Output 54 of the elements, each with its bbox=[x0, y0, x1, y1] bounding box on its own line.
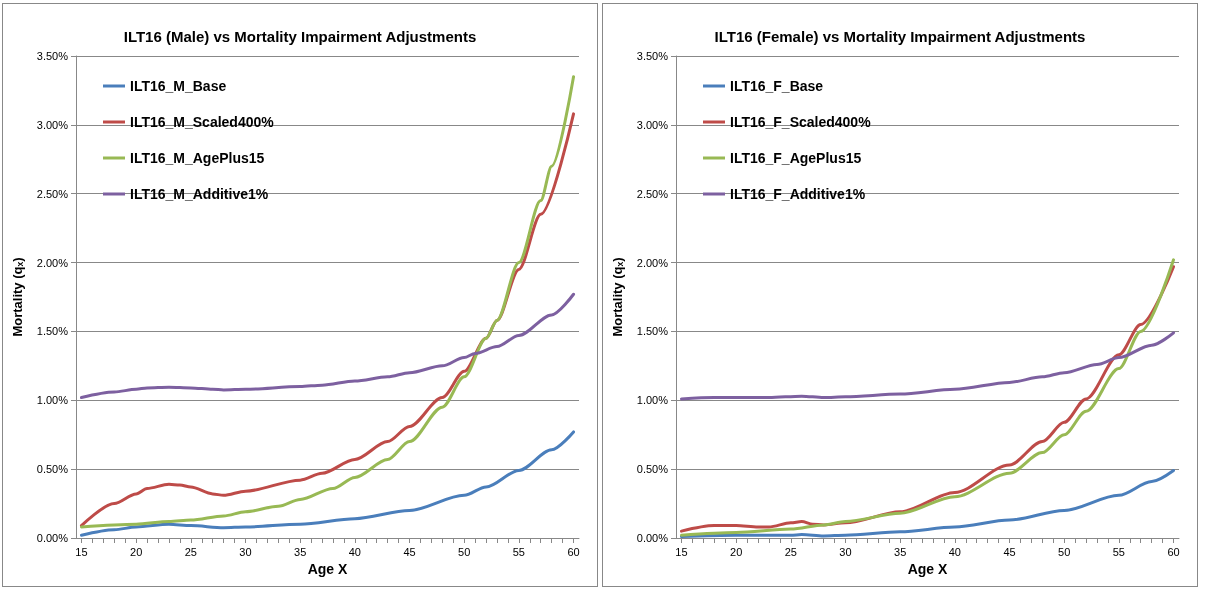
legend-label: ILT16_M_Additive1% bbox=[130, 186, 269, 202]
x-axis-title: Age X bbox=[907, 560, 948, 577]
y-tick-label: 1.50% bbox=[636, 325, 669, 338]
x-tick-label: 40 bbox=[948, 545, 961, 558]
x-tick-label: 15 bbox=[675, 545, 688, 558]
y-tick-label: 2.00% bbox=[36, 256, 69, 269]
y-tick-label: 3.00% bbox=[36, 118, 69, 131]
x-tick-label: 35 bbox=[894, 545, 907, 558]
y-tick-label: 3.00% bbox=[636, 118, 669, 131]
legend-label: ILT16_F_Scaled400% bbox=[730, 114, 872, 130]
y-tick-label: 1.00% bbox=[636, 394, 669, 407]
x-tick-label: 55 bbox=[512, 545, 525, 558]
x-tick-label: 55 bbox=[1112, 545, 1125, 558]
line-series bbox=[679, 331, 1176, 401]
x-tick-label: 25 bbox=[184, 545, 197, 558]
x-tick-label: 40 bbox=[348, 545, 361, 558]
legend-label: ILT16_M_Base bbox=[130, 78, 227, 94]
x-axis-title: Age X bbox=[307, 560, 348, 577]
x-tick-label: 45 bbox=[403, 545, 416, 558]
legend-label: ILT16_F_Base bbox=[730, 78, 824, 94]
x-tick-label: 50 bbox=[1058, 545, 1071, 558]
line-series bbox=[679, 469, 1176, 539]
legend-label: ILT16_M_Scaled400% bbox=[130, 114, 275, 130]
x-tick-label: 30 bbox=[239, 545, 252, 558]
y-tick-label: 1.50% bbox=[36, 325, 69, 338]
x-tick-label: 30 bbox=[839, 545, 852, 558]
y-tick-label: 2.00% bbox=[636, 256, 669, 269]
chart-title: ILT16 (Male) vs Mortality Impairment Adjustments bbox=[123, 28, 477, 45]
x-tick-label: 15 bbox=[75, 545, 88, 558]
y-tick-label: 0.00% bbox=[36, 532, 69, 544]
x-tick-label: 60 bbox=[567, 545, 580, 558]
legend-label: ILT16_F_AgePlus15 bbox=[730, 150, 862, 166]
chart-title: ILT16 (Female) vs Mortality Impairment Adjustments bbox=[714, 28, 1086, 45]
y-tick-label: 2.50% bbox=[36, 187, 69, 200]
y-tick-label: 3.50% bbox=[636, 50, 669, 62]
line-series bbox=[79, 430, 576, 537]
x-tick-label: 25 bbox=[784, 545, 797, 558]
x-tick-label: 60 bbox=[1167, 545, 1180, 558]
y-axis-title: Mortality (qₓ) bbox=[10, 257, 25, 337]
x-tick-label: 50 bbox=[458, 545, 471, 558]
line-series bbox=[79, 292, 576, 400]
x-tick-label: 45 bbox=[1003, 545, 1016, 558]
y-axis-title: Mortality (qₓ) bbox=[610, 257, 625, 337]
y-tick-label: 0.50% bbox=[636, 463, 669, 476]
y-tick-label: 1.00% bbox=[36, 394, 69, 407]
x-tick-label: 20 bbox=[730, 545, 743, 558]
x-tick-label: 20 bbox=[130, 545, 143, 558]
legend-label: ILT16_F_Additive1% bbox=[730, 186, 866, 202]
legend-label: ILT16_M_AgePlus15 bbox=[130, 150, 265, 166]
y-tick-label: 0.00% bbox=[636, 532, 669, 544]
y-tick-label: 3.50% bbox=[36, 50, 69, 62]
y-tick-label: 0.50% bbox=[36, 463, 69, 476]
y-tick-label: 2.50% bbox=[636, 187, 669, 200]
x-tick-label: 35 bbox=[294, 545, 307, 558]
